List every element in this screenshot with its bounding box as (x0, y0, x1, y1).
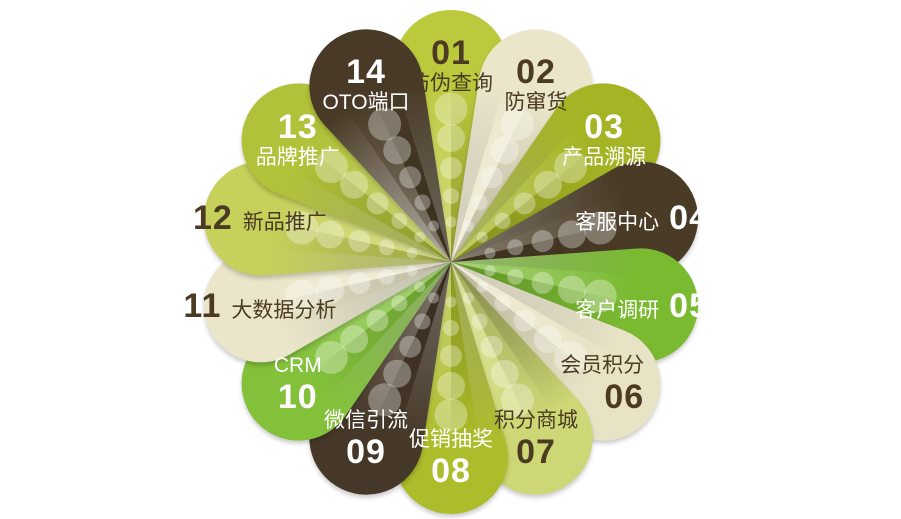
decorative-dot (368, 107, 402, 141)
decorative-dot (583, 279, 617, 313)
decorative-dot (399, 335, 422, 358)
decorative-dot (340, 170, 369, 199)
decorative-dot (443, 320, 459, 336)
decorative-dot (391, 212, 408, 229)
decorative-dot (383, 136, 412, 165)
decorative-dot (314, 150, 348, 184)
decorative-dot (285, 211, 319, 245)
petal-shadow (366, 77, 451, 262)
decorative-dot (366, 192, 389, 215)
decorative-dot (490, 136, 519, 165)
petal-highlight (451, 262, 536, 447)
decorative-dot (462, 220, 474, 232)
decorative-dot (500, 107, 534, 141)
petal-highlight (451, 169, 642, 262)
decorative-dot (434, 92, 468, 126)
decorative-dot (348, 271, 371, 294)
decorative-dot (533, 325, 562, 354)
decorative-dot (437, 372, 465, 400)
petal-shadow (451, 262, 506, 457)
decorative-dot (399, 166, 422, 189)
decorative-dot (383, 359, 412, 388)
decorative-dot (314, 340, 348, 374)
decorative-dot (480, 166, 503, 189)
decorative-dot (484, 265, 496, 277)
decorative-dot (285, 279, 319, 313)
decorative-dot (445, 296, 457, 308)
decorative-dot (440, 345, 462, 367)
decorative-dot (378, 268, 395, 285)
decorative-dot (533, 170, 562, 199)
decorative-dot (507, 268, 524, 285)
dot-pattern-group (285, 92, 617, 432)
decorative-dot (316, 220, 345, 249)
petal-highlight (277, 262, 451, 384)
petal-highlight (451, 77, 536, 262)
decorative-dot (494, 212, 511, 229)
decorative-dot (531, 271, 554, 294)
petal-shadow (451, 262, 604, 416)
petal-highlight (451, 108, 604, 262)
decorative-dot (494, 295, 511, 312)
decorative-dot (507, 239, 524, 256)
decorative-dot (378, 239, 395, 256)
petal-shadow (366, 262, 451, 447)
decorative-dot (414, 313, 431, 330)
decorative-dot (490, 359, 519, 388)
decorative-dot (366, 309, 389, 332)
decorative-dot (443, 188, 459, 204)
decorative-dot (316, 275, 345, 304)
decorative-dot (406, 265, 418, 277)
decorative-dot (513, 309, 536, 332)
decorative-dot (368, 383, 402, 417)
decorative-dot (554, 150, 588, 184)
petal-shadow (298, 262, 451, 416)
decorative-dot (557, 275, 586, 304)
decorative-dot (557, 220, 586, 249)
decorative-dot (583, 211, 617, 245)
decorative-dot (440, 157, 462, 179)
decorative-dot (445, 216, 457, 228)
petal-highlight (451, 248, 642, 306)
decorative-dot (428, 292, 440, 304)
decorative-dot (484, 247, 496, 259)
decorative-dot (348, 230, 371, 253)
petal-highlight (324, 86, 451, 262)
petal-shadow (260, 218, 451, 276)
petal-shadow (277, 140, 451, 262)
petal-shadow (451, 140, 625, 262)
decorative-dot (476, 231, 488, 243)
decorative-dot (471, 313, 488, 330)
decorative-dot (414, 281, 426, 293)
decorative-dot (500, 383, 534, 417)
decorative-dot (531, 230, 554, 253)
decorative-dot (554, 340, 588, 374)
decorative-dot (406, 247, 418, 259)
petal-shading-group (260, 67, 642, 457)
petal-highlight (298, 108, 451, 262)
decorative-dot (462, 292, 474, 304)
decorative-dot (428, 220, 440, 232)
petal-shadow (451, 262, 578, 438)
decorative-dot (434, 398, 468, 432)
petal-highlight (451, 262, 625, 384)
decorative-dot (476, 281, 488, 293)
decorative-dot (340, 325, 369, 354)
decorative-dot (414, 231, 426, 243)
decorative-dot (471, 194, 488, 211)
decorative-dot (391, 295, 408, 312)
decorative-dot (414, 194, 431, 211)
decorative-dot (513, 192, 536, 215)
decorative-dot (437, 124, 465, 152)
petal-shadow (260, 262, 451, 355)
decorative-dot (480, 335, 503, 358)
